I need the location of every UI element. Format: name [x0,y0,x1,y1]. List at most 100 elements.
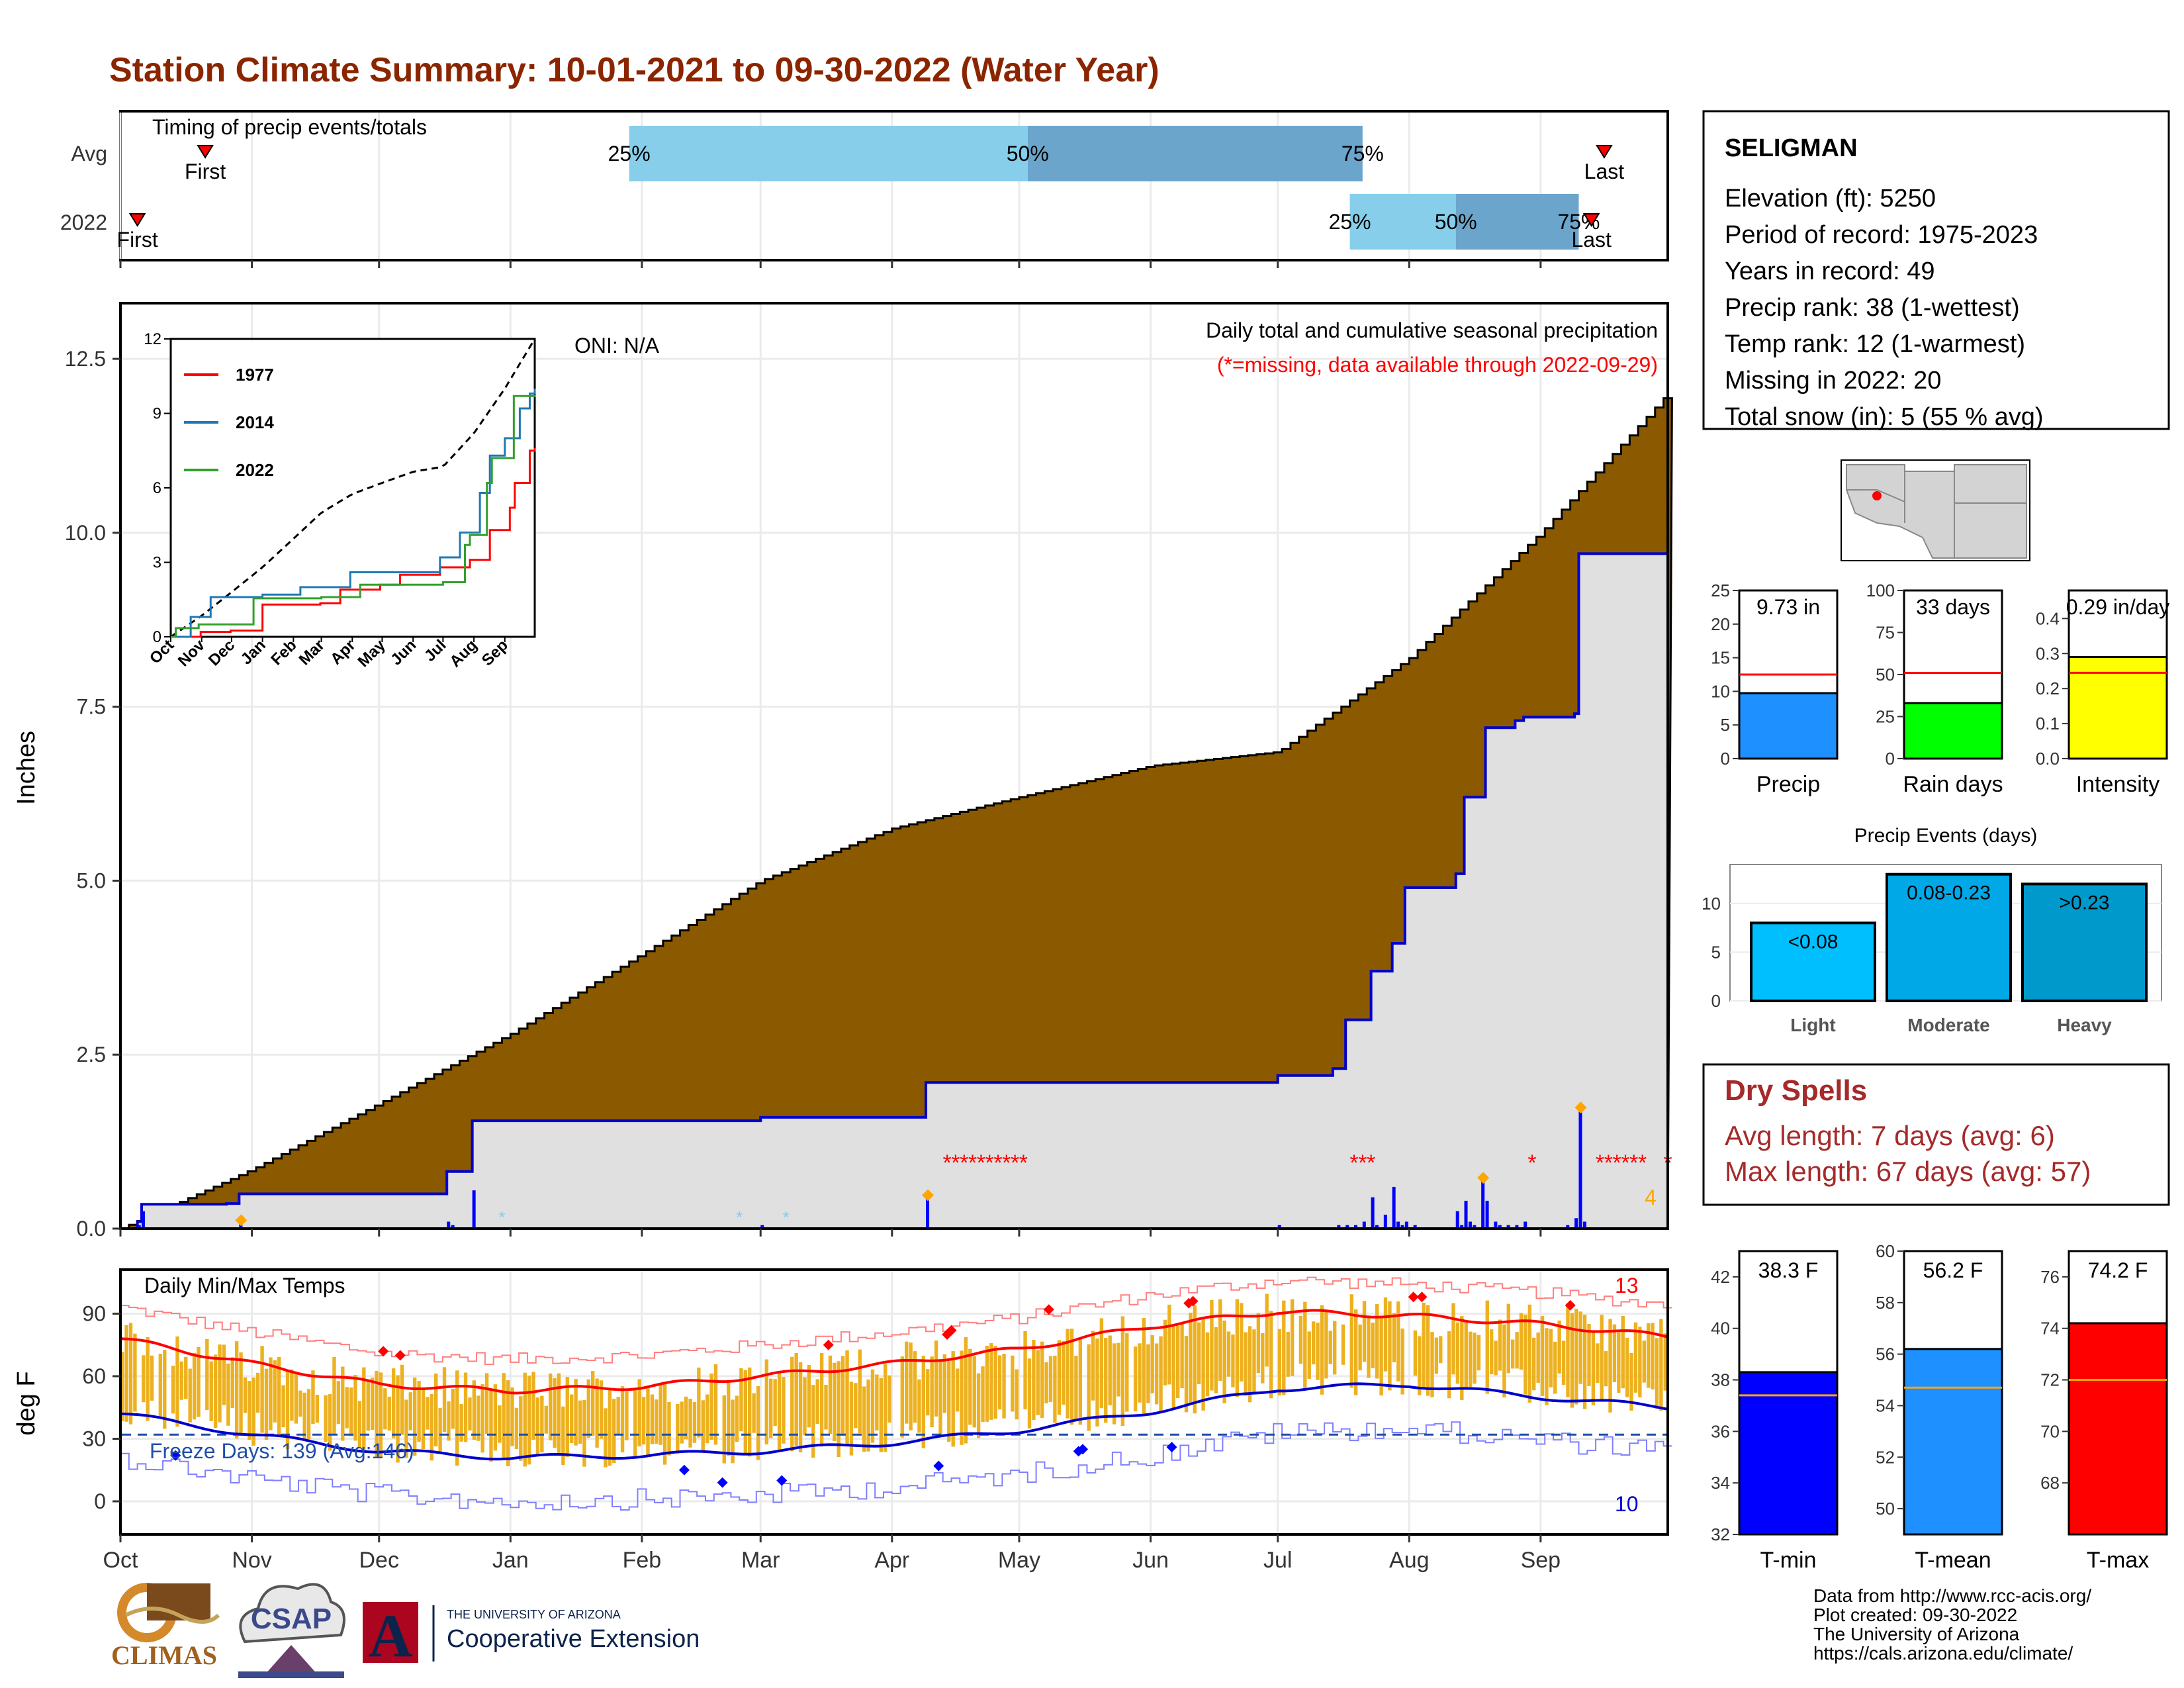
daily-temp-bar [540,1395,544,1453]
daily-temp-bar [447,1401,451,1441]
summary-bar-value-text: 33 days [1916,595,1990,619]
daily-temp-bar [421,1389,426,1450]
daily-temp-bar [1053,1355,1057,1423]
record-low-marker [776,1475,788,1486]
missing-day-marker: * [1638,1150,1647,1176]
csap-ground [238,1671,344,1678]
daily-temp-bar [862,1386,866,1452]
extreme-precip-marker [922,1189,934,1201]
temp-ylabel: deg F [13,1371,40,1435]
inset-ytick-label: 0 [153,628,161,646]
daily-temp-bar [1494,1340,1498,1376]
daily-temp-bar [1252,1329,1256,1393]
temp-bar-tick-label: 72 [2040,1370,2060,1390]
month-tick-label: Aug [1389,1548,1430,1573]
daily-temp-bar [972,1356,976,1428]
daily-temp-bar [1286,1331,1290,1377]
events-bar [1886,872,2012,1002]
daily-temp-bar [599,1380,604,1439]
daily-temp-bar [1324,1310,1328,1379]
daily-temp-bar [226,1363,230,1426]
missing-day-marker: * [1621,1150,1629,1176]
daily-temp-bar [1371,1322,1375,1368]
daily-temp-bar [1604,1351,1608,1387]
daily-temp-bar [662,1383,667,1465]
daily-temp-bar [1154,1343,1159,1405]
daily-temp-bar [1074,1356,1078,1421]
month-tick-label: Apr [874,1548,909,1573]
events-bar-text: >0.23 [2060,892,2110,914]
daily-temp-bar [1638,1327,1642,1397]
summary-bar-value [1903,702,2003,760]
daily-temp-bar [688,1399,692,1448]
inset-ytick-label: 9 [153,405,161,423]
summary-bar-tick-label: 20 [1711,614,1730,634]
daily-temp-bar [396,1375,400,1463]
daily-temp-bar [128,1323,133,1425]
summary-bar-value [1738,692,1839,760]
timing-pct-label: 25% [1329,210,1371,234]
daily-temp-bar [1032,1340,1036,1420]
daily-temp-bar [692,1401,697,1443]
daily-temp-bar [1349,1294,1353,1388]
daily-precip-bar [1392,1186,1396,1229]
temp-bar-tick-label: 60 [1876,1241,1895,1261]
precip-ylabel: Inches [13,731,40,805]
timing-bar-50-75 [1455,194,1579,250]
daily-temp-bar [379,1372,383,1458]
summary-bar-tick-label: 5 [1721,715,1730,735]
avg-cumulative-precip-area [120,397,1673,1230]
daily-temp-bar [713,1364,718,1445]
month-tick-label: Oct [103,1548,138,1573]
daily-temp-bar [1642,1340,1646,1383]
daily-temp-bar [1282,1300,1286,1395]
daily-temp-bar [697,1367,701,1438]
temp-bar-tick-label: 32 [1711,1524,1730,1544]
daily-temp-bar [1290,1299,1295,1376]
daily-temp-bar [1489,1329,1494,1375]
daily-precip-bar [1396,1221,1400,1229]
daily-temp-bar [1328,1331,1332,1364]
summary-bar-tick-label: 100 [1866,581,1895,600]
daily-temp-bar [294,1372,298,1424]
record-high-marker [378,1346,389,1357]
daily-temp-bar [1578,1311,1582,1384]
daily-temp-bar [1646,1323,1651,1388]
events-bar-heavy: >0.23 Heavy [2021,882,2148,1035]
missing-day-marker: * [1527,1150,1536,1176]
daily-precip-bar [1413,1225,1417,1229]
precip-ytick-label: 12.5 [65,347,106,371]
precip-ytick-label: 0.0 [77,1217,106,1241]
station-name: SELIGMAN [1725,134,1858,162]
station-info-line: Elevation (ft): 5250 [1725,185,1936,212]
daily-temp-bar [960,1350,964,1445]
daily-temp-bar [743,1370,748,1454]
summary-bar-tick-label: 0.0 [2036,749,2060,769]
locator-map [1841,459,2030,561]
daily-temp-bar [506,1380,510,1466]
daily-temp-bar [1235,1299,1240,1397]
daily-temp-bar [273,1360,277,1423]
daily-temp-bar [934,1340,938,1417]
summary-bar-value [2068,656,2168,760]
daily-temp-bar [684,1396,688,1440]
daily-temp-bar [1214,1327,1218,1393]
daily-temp-bar [489,1389,493,1462]
daily-temp-bar [819,1352,824,1447]
daily-temp-bar [1557,1320,1561,1374]
temp-bar-value-text: 74.2 F [2088,1258,2148,1282]
daily-temp-bar [1515,1332,1519,1369]
daily-temp-bar [1044,1362,1048,1404]
daily-temp-bar [514,1407,519,1449]
timing-row-2022: 2022 [60,211,107,234]
station-info-line: Total snow (in): 5 (55 % avg) [1725,403,2044,431]
daily-temp-bar [315,1395,320,1423]
summary-bar-value-text: 9.73 in [1756,595,1820,619]
daily-temp-bar [1439,1336,1443,1364]
summary-bar-intensity: 0.0 0.1 0.2 0.3 0.4 0.29 in/day Intensity [2036,589,2169,797]
daily-temp-bar [1226,1331,1231,1377]
daily-temp-bar [646,1387,650,1455]
precip-ytick-label: 5.0 [77,868,106,892]
daily-temp-bar [837,1361,841,1457]
daily-temp-bar [1180,1322,1184,1389]
